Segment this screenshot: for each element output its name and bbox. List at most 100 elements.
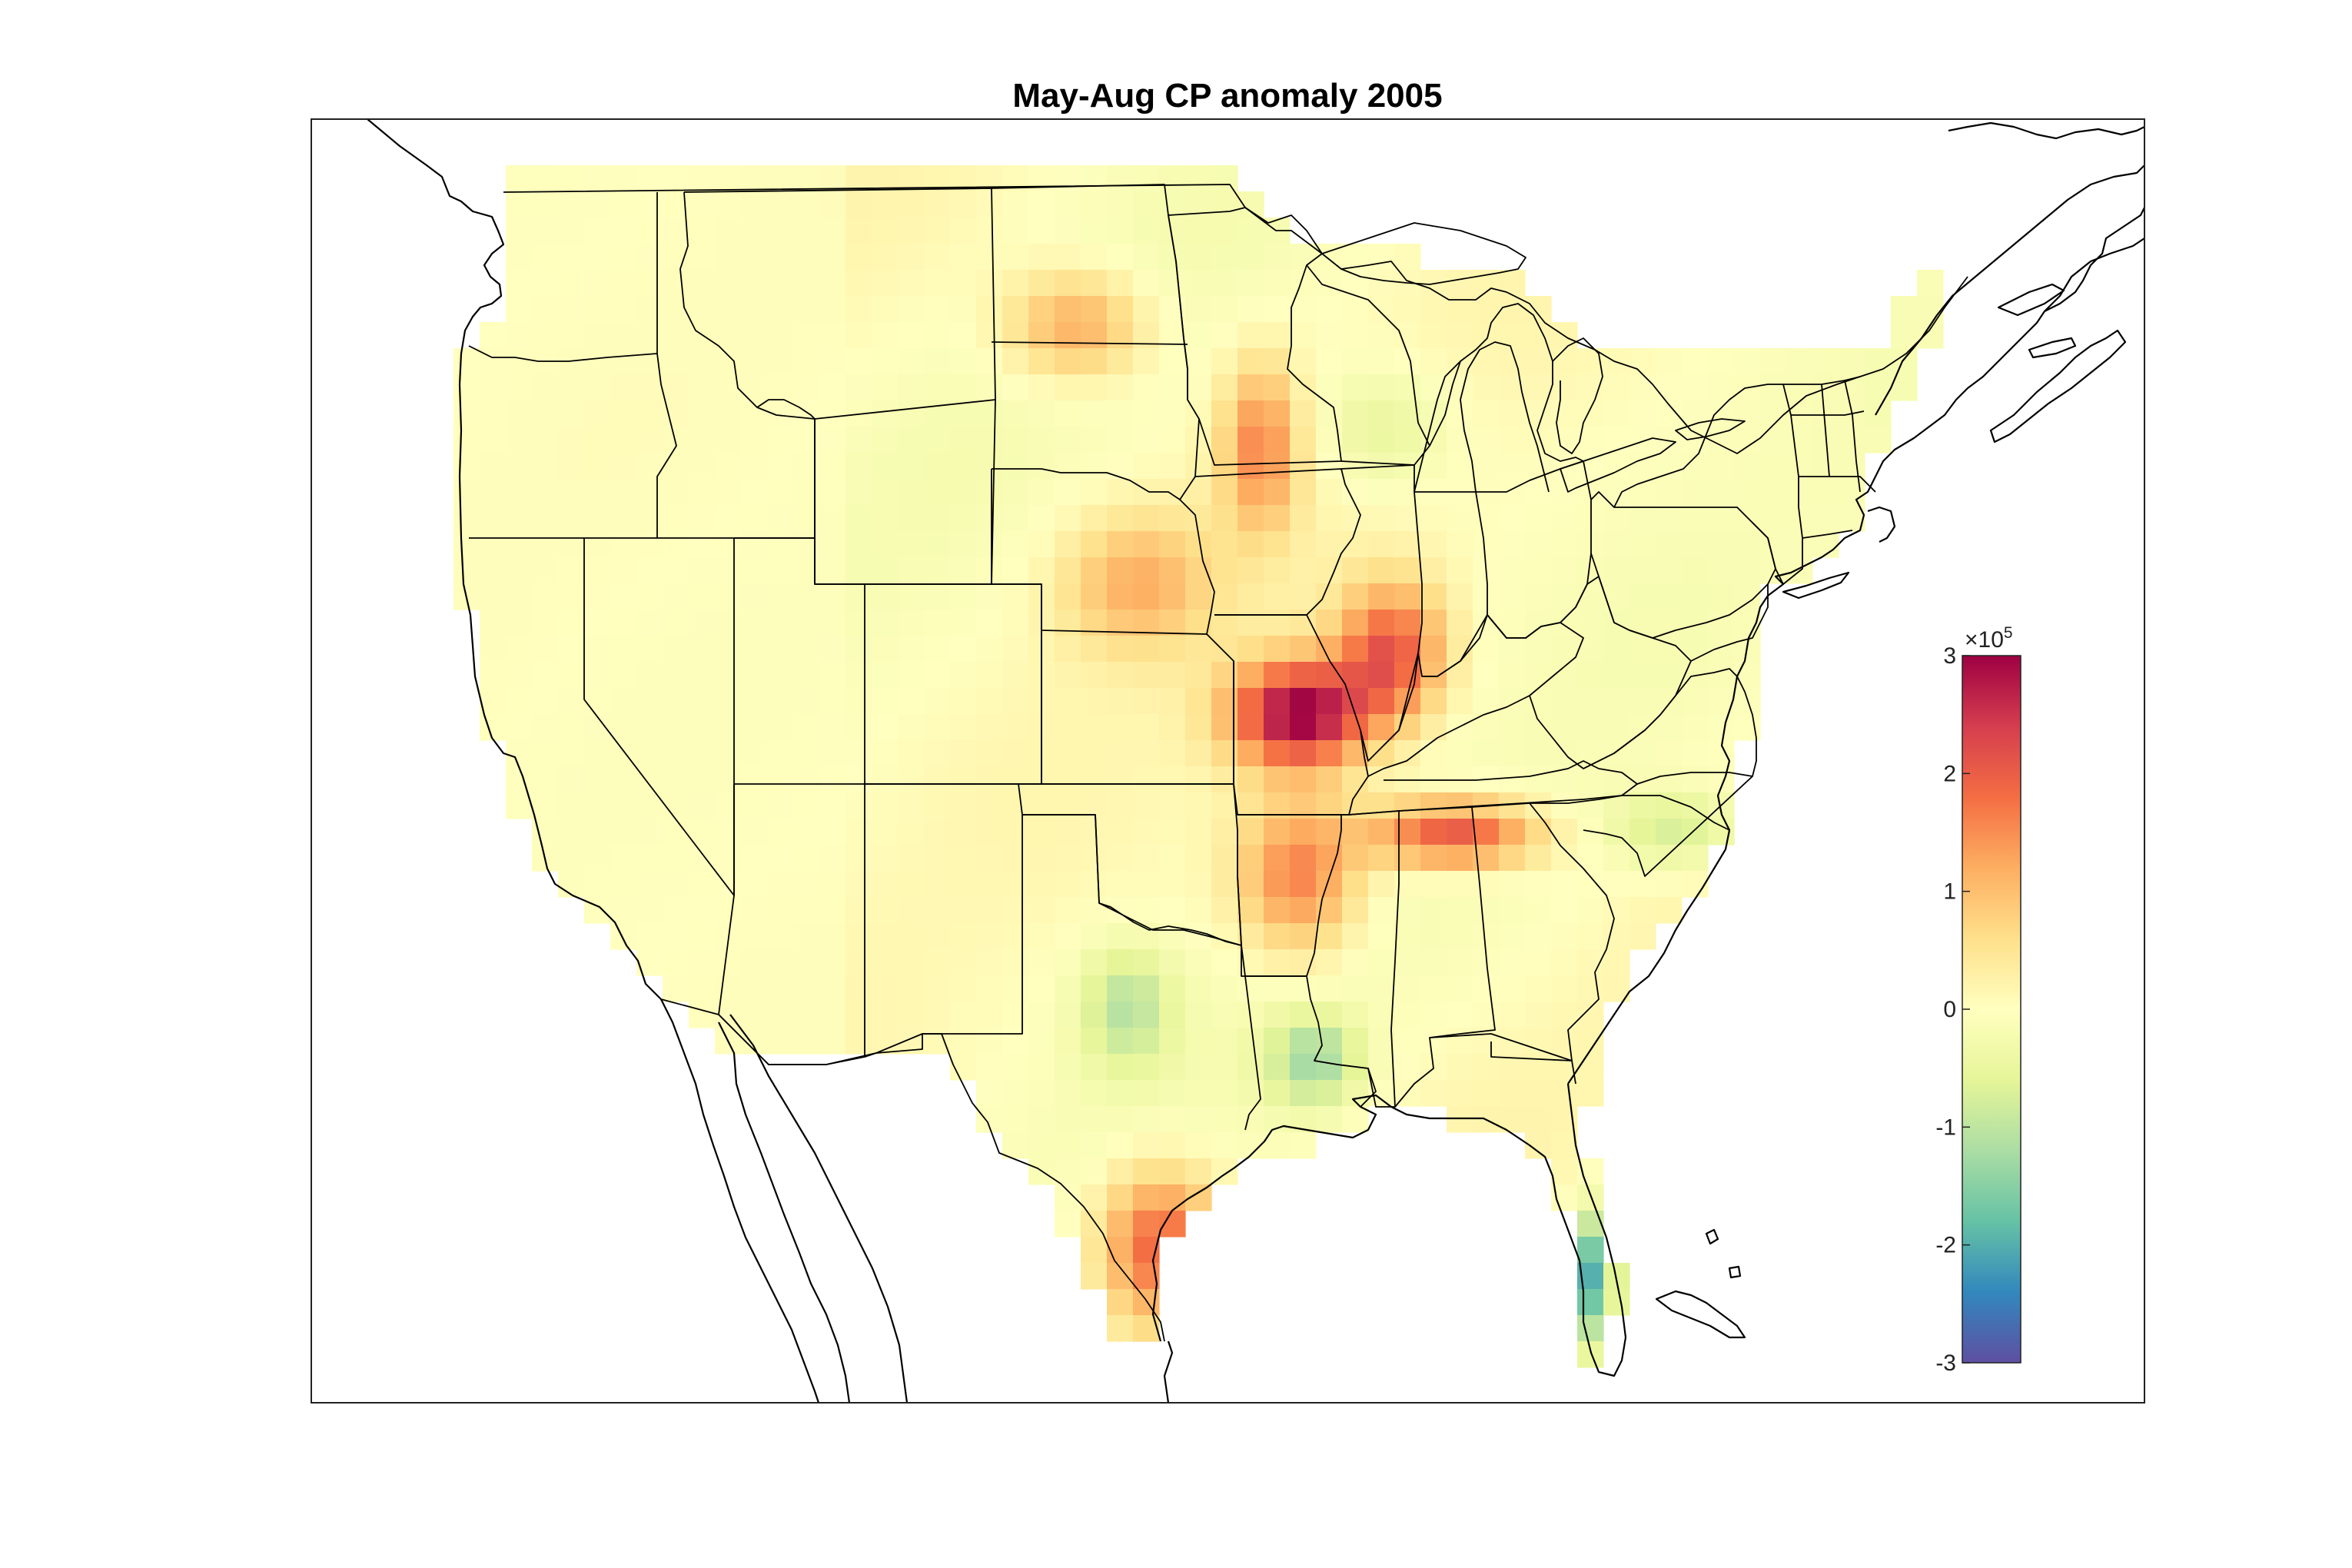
grid-cell [532,662,559,689]
grid-cell [1447,688,1473,715]
grid-cell [1447,1028,1473,1055]
grid-cell [1133,1211,1160,1237]
grid-cell [1185,766,1212,793]
grid-cell [1107,1132,1134,1159]
grid-cell [1133,1315,1160,1342]
grid-cell [1028,191,1055,218]
grid-cell [453,531,480,558]
grid-cell [898,427,925,453]
grid-cell [558,714,585,741]
grid-cell [1342,714,1369,741]
grid-cell [1211,427,1238,453]
grid-cell [872,923,899,950]
grid-cell [1264,688,1291,715]
grid-cell [1081,374,1108,401]
colorbar-tick-label: -1 [1935,1115,1956,1140]
grid-cell [1081,636,1108,663]
grid-cell [558,400,585,427]
grid-cell [1368,975,1395,1002]
grid-cell [1368,740,1395,767]
grid-cell [1342,897,1369,924]
grid-cell [845,662,872,689]
grid-cell [532,270,559,297]
grid-cell [1342,1028,1369,1055]
grid-cell [845,792,872,819]
grid-cell [1002,975,1029,1002]
grid-cell [715,296,742,323]
grid-cell [663,218,689,244]
grid-cell [1133,766,1160,793]
grid-cell [845,453,872,480]
grid-cell [1316,766,1343,793]
grid-cell [793,923,820,950]
grid-cell [1290,923,1317,950]
grid-cell [1264,819,1291,845]
grid-cell [1473,819,1500,845]
grid-cell [1708,374,1735,401]
grid-cell [898,270,925,297]
grid-cell [1055,975,1081,1002]
grid-cell [1237,531,1264,558]
grid-cell [1107,740,1134,767]
coastlines [367,119,2144,1403]
grid-cell [1237,662,1264,689]
grid-cell [924,714,951,741]
oklahoma-border [1018,783,1242,946]
grid-cell [898,557,925,584]
grid-cell [845,505,872,532]
grid-cell [1394,714,1421,741]
grid-cell [1081,479,1108,506]
grid-cell [1211,1132,1238,1159]
grid-cell [1551,819,1578,845]
grid-cell [1603,1263,1630,1290]
grid-cell [976,531,1003,558]
grid-cell [1316,322,1343,349]
long-island [1782,571,1850,600]
grid-cell [898,374,925,401]
grid-cell [1133,819,1160,845]
grid-cell [950,427,977,453]
grid-cell [663,923,689,950]
grid-cell [1629,427,1656,453]
grid-cell [584,427,611,453]
grid-cell [1264,662,1291,689]
grid-cell [1368,244,1395,271]
grid-cell [1551,557,1578,584]
grid-cell [1656,871,1683,898]
grid-cell [1629,740,1656,767]
cuba [1655,1290,1746,1339]
grid-cell [741,949,768,976]
grid-cell [1577,688,1604,715]
grid-cell [1394,322,1421,349]
grid-cell [480,557,507,584]
grid-cell [1342,819,1369,845]
grid-cell [1656,740,1683,767]
grid-cell [845,557,872,584]
grid-cell [636,897,663,924]
grid-cell [1211,296,1238,323]
grid-cell [1159,1106,1186,1133]
grid-cell [1473,897,1500,924]
grid-cell [1447,819,1473,845]
grid-cell [1629,400,1656,427]
grid-cell [1499,740,1526,767]
grid-cell [976,453,1003,480]
grid-cell [610,662,637,689]
grid-cell [636,505,663,532]
grid-cell [1185,636,1212,663]
grid-cell [1290,845,1317,872]
grid-cell [663,714,689,741]
grid-cell [1499,427,1526,453]
grid-cell [532,479,559,506]
grid-cell [1368,400,1395,427]
grid-cell [1682,557,1709,584]
grid-cell [715,636,742,663]
grid-cell [741,479,768,506]
grid-cell [506,583,533,610]
grid-cell [950,1028,977,1055]
grid-cell [1865,427,1892,453]
grid-cell [767,218,794,244]
grid-cell [1264,949,1291,976]
grid-cell [872,427,899,453]
grid-cell [1107,244,1134,271]
